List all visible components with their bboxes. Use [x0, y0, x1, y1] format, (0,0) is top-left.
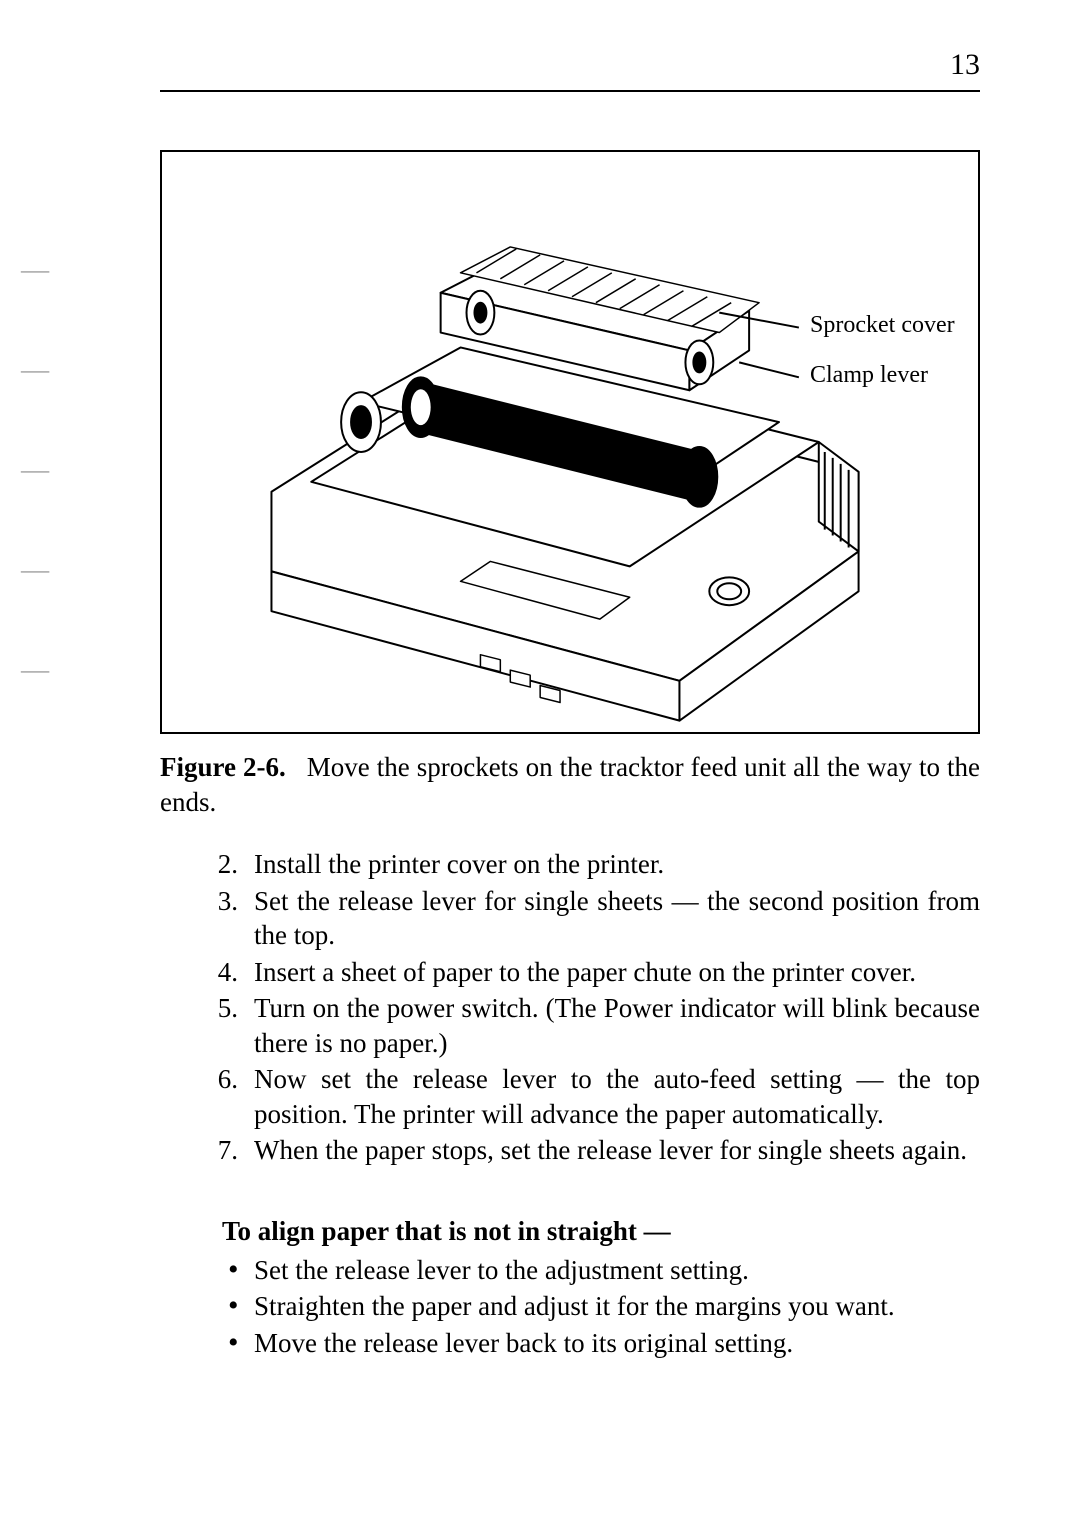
bullet-item: Move the release lever back to its origi…	[254, 1326, 980, 1361]
step-text: Now set the release lever to the auto-fe…	[254, 1064, 980, 1129]
figure-2-6: Sprocket cover Clamp lever	[160, 150, 980, 734]
step-number: 6.	[192, 1062, 238, 1097]
scan-artifact: ⸺	[20, 660, 40, 683]
scan-artifact: ⸺	[20, 260, 40, 283]
header-rule	[160, 90, 980, 92]
bullet-item: Set the release lever to the adjustment …	[254, 1253, 980, 1288]
step-7: 7. When the paper stops, set the release…	[222, 1133, 980, 1168]
step-4: 4. Insert a sheet of paper to the paper …	[222, 955, 980, 990]
callout-sprocket-cover: Sprocket cover	[810, 310, 955, 341]
scan-artifact: ⸺	[20, 560, 40, 583]
step-number: 2.	[192, 847, 238, 882]
align-paper-list: Set the release lever to the adjustment …	[160, 1253, 980, 1361]
step-number: 7.	[192, 1133, 238, 1168]
step-6: 6. Now set the release lever to the auto…	[222, 1062, 980, 1131]
step-2: 2. Install the printer cover on the prin…	[222, 847, 980, 882]
step-number: 5.	[192, 991, 238, 1026]
bullet-item: Straighten the paper and adjust it for t…	[254, 1289, 980, 1324]
step-text: Install the printer cover on the printer…	[254, 849, 664, 879]
step-text: Set the release lever for single sheets …	[254, 886, 980, 951]
step-text: When the paper stops, set the release le…	[254, 1135, 967, 1165]
step-text: Turn on the power switch. (The Power ind…	[254, 993, 980, 1058]
scan-artifact: ⸺	[20, 460, 40, 483]
step-number: 3.	[192, 884, 238, 919]
page: 13 ⸺ ⸺ ⸺ ⸺ ⸺	[0, 0, 1080, 1529]
step-3: 3. Set the release lever for single shee…	[222, 884, 980, 953]
step-number: 4.	[192, 955, 238, 990]
step-5: 5. Turn on the power switch. (The Power …	[222, 991, 980, 1060]
numbered-steps: 2. Install the printer cover on the prin…	[160, 847, 980, 1168]
step-text: Insert a sheet of paper to the paper chu…	[254, 957, 916, 987]
scan-artifact: ⸺	[20, 360, 40, 383]
callout-clamp-lever: Clamp lever	[810, 360, 928, 391]
align-paper-heading: To align paper that is not in straight —	[160, 1214, 980, 1249]
page-number: 13	[950, 46, 980, 84]
figure-caption: Figure 2-6. Move the sprockets on the tr…	[160, 750, 980, 819]
figure-label: Figure 2-6.	[160, 752, 286, 782]
printer-illustration	[162, 152, 978, 732]
